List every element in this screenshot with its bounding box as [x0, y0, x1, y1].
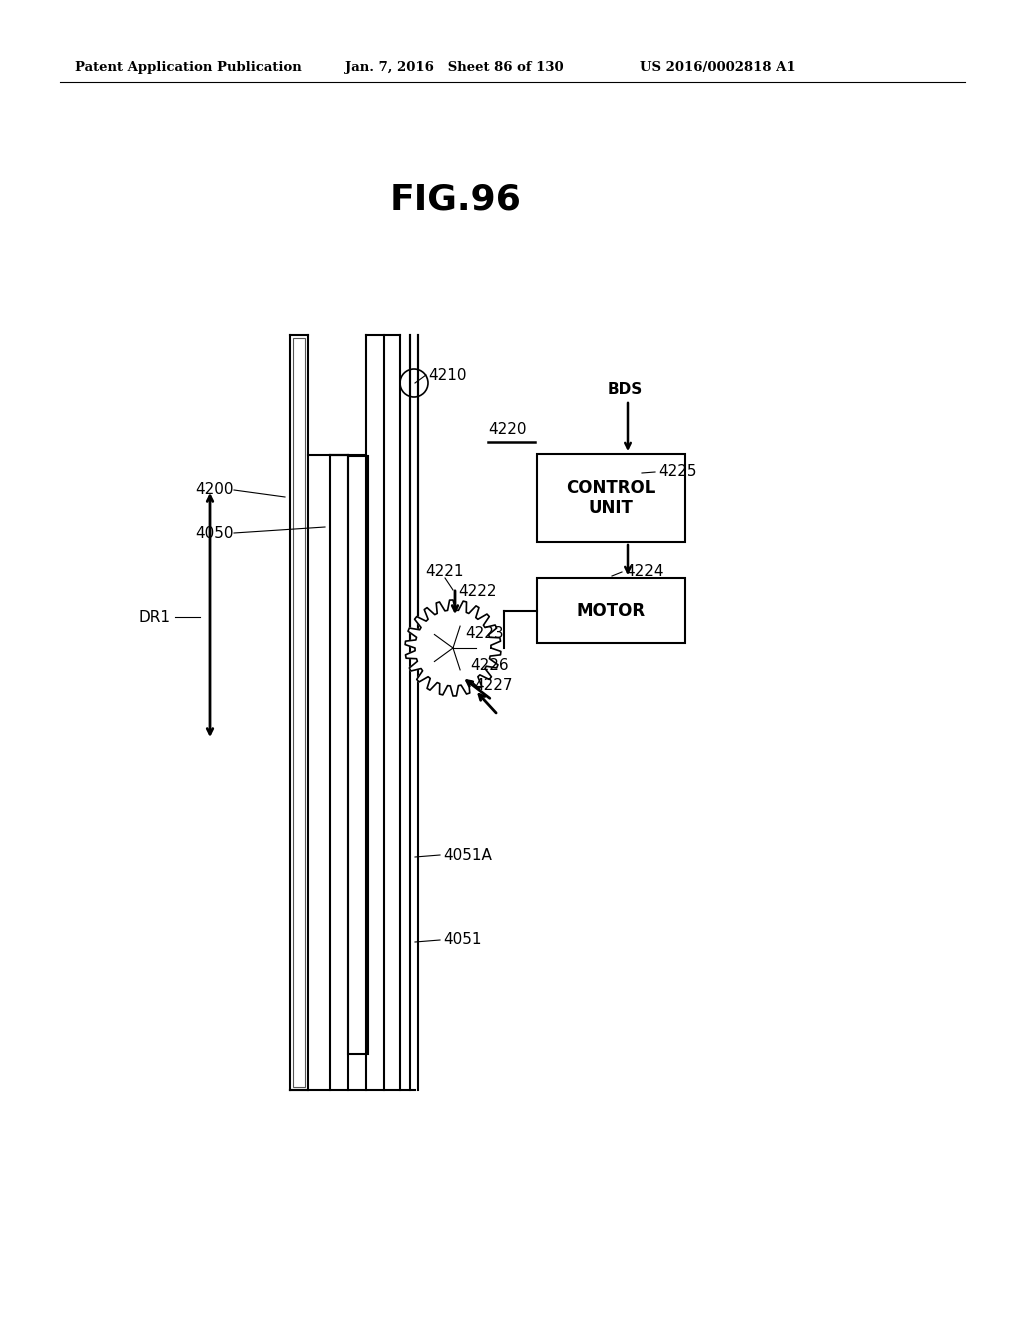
Text: 4227: 4227 — [474, 677, 512, 693]
Text: CONTROL
UNIT: CONTROL UNIT — [566, 479, 655, 517]
Text: 4220: 4220 — [488, 422, 526, 437]
Text: 4051: 4051 — [443, 932, 481, 948]
Bar — [537, 578, 685, 643]
Bar — [537, 454, 685, 543]
Bar — [348, 455, 368, 1053]
Circle shape — [446, 642, 460, 655]
Circle shape — [425, 620, 481, 676]
Text: 4200: 4200 — [195, 483, 233, 498]
Text: Jan. 7, 2016   Sheet 86 of 130: Jan. 7, 2016 Sheet 86 of 130 — [345, 62, 563, 74]
Text: 4210: 4210 — [428, 367, 467, 383]
Text: 4226: 4226 — [470, 657, 509, 672]
Text: 4225: 4225 — [658, 465, 696, 479]
Bar — [293, 338, 305, 1086]
Text: US 2016/0002818 A1: US 2016/0002818 A1 — [640, 62, 796, 74]
Bar — [293, 338, 305, 1086]
Circle shape — [400, 370, 428, 397]
Polygon shape — [406, 601, 501, 696]
Text: 4221: 4221 — [425, 565, 464, 579]
Text: Patent Application Publication: Patent Application Publication — [75, 62, 302, 74]
Text: DR1: DR1 — [138, 610, 170, 624]
Text: 4224: 4224 — [625, 565, 664, 579]
Text: FIG.96: FIG.96 — [390, 183, 522, 216]
Text: 4050: 4050 — [195, 525, 233, 540]
Text: 4222: 4222 — [458, 585, 497, 599]
Text: 4051A: 4051A — [443, 847, 492, 862]
Text: MOTOR: MOTOR — [577, 602, 645, 619]
Text: 4223: 4223 — [465, 626, 504, 640]
Text: BDS: BDS — [608, 383, 643, 397]
